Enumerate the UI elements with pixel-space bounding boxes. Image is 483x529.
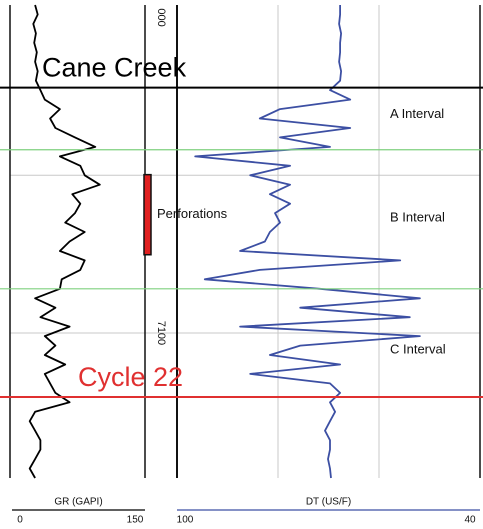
scale-tick-label: 150 — [127, 515, 144, 526]
interval-label: B Interval — [390, 209, 445, 224]
depth-tick-label: 000 — [155, 8, 167, 26]
scale-tick-label: 40 — [464, 515, 476, 526]
log-curve — [194, 5, 421, 479]
interval-label: A Interval — [390, 106, 444, 121]
track-name: GR (GAPI) — [54, 497, 102, 508]
depth-tick-label: 7100 — [155, 321, 167, 345]
scale-tick-label: 0 — [17, 515, 23, 526]
formation-label: Cane Creek — [42, 53, 187, 83]
perforation-bar — [143, 173, 152, 256]
interval-label: C Interval — [390, 341, 446, 356]
formation-label: Cycle 22 — [78, 362, 183, 392]
track-name: DT (US/F) — [306, 497, 351, 508]
log-curve — [28, 4, 101, 479]
perforation-label: Perforations — [157, 206, 228, 221]
scale-tick-label: 100 — [177, 515, 194, 526]
